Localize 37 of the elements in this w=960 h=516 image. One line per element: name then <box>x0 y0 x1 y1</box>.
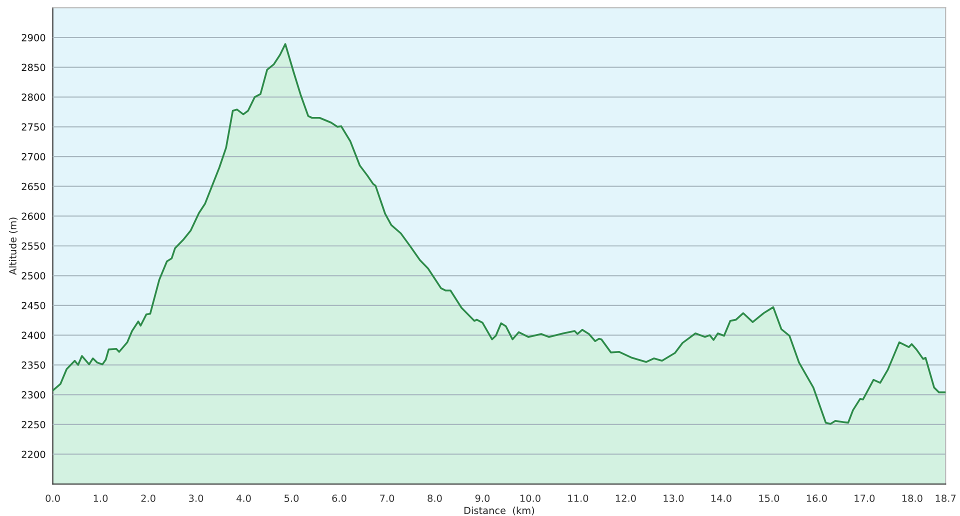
y-tick-label: 2300 <box>22 391 46 399</box>
y-tick-label: 2550 <box>22 242 46 250</box>
x-tick-label: 1.0 <box>94 494 108 502</box>
y-axis-title: Altitude (m) <box>8 218 18 275</box>
y-tick-label: 2250 <box>22 420 46 428</box>
y-tick-label: 2600 <box>22 212 46 220</box>
y-tick-label: 2450 <box>22 302 46 310</box>
x-tick-label: 17.0 <box>854 494 875 502</box>
y-tick-label: 2500 <box>22 272 46 280</box>
y-tick-label: 2350 <box>22 361 46 369</box>
x-tick-label: 6.0 <box>332 494 346 502</box>
x-axis-title: Distance (km) <box>464 506 534 516</box>
x-tick-label: 12.0 <box>616 494 636 502</box>
y-tick-label: 2750 <box>22 123 46 131</box>
x-tick-label: 8.0 <box>428 494 442 502</box>
y-tick-label: 2700 <box>22 153 46 160</box>
x-tick-label: 10.0 <box>520 494 540 502</box>
x-tick-label: 13.0 <box>664 494 684 502</box>
x-tick-label: 18.7 <box>936 494 956 502</box>
x-tick-label: 9.0 <box>475 494 490 502</box>
x-tick-label: 5.0 <box>284 494 299 502</box>
x-tick-label: 16.0 <box>806 494 827 502</box>
x-tick-label: 18.0 <box>902 494 922 502</box>
y-tick-label: 2800 <box>22 94 46 101</box>
x-tick-label: 11.0 <box>568 494 588 502</box>
x-tick-label: 4.0 <box>236 494 251 502</box>
y-tick-label: 2900 <box>22 34 46 42</box>
y-tick-label: 2650 <box>22 182 46 190</box>
x-tick-label: 0.0 <box>46 494 60 502</box>
x-tick-label: 14.0 <box>711 494 732 502</box>
y-tick-label: 2200 <box>22 450 46 458</box>
x-tick-label: 2.0 <box>141 494 156 502</box>
x-tick-label: 7.0 <box>380 494 394 502</box>
x-tick-label: 3.0 <box>189 494 204 502</box>
x-tick-label: 15.0 <box>759 494 780 502</box>
y-tick-label: 2400 <box>22 332 46 340</box>
y-tick-label: 2850 <box>22 64 46 72</box>
